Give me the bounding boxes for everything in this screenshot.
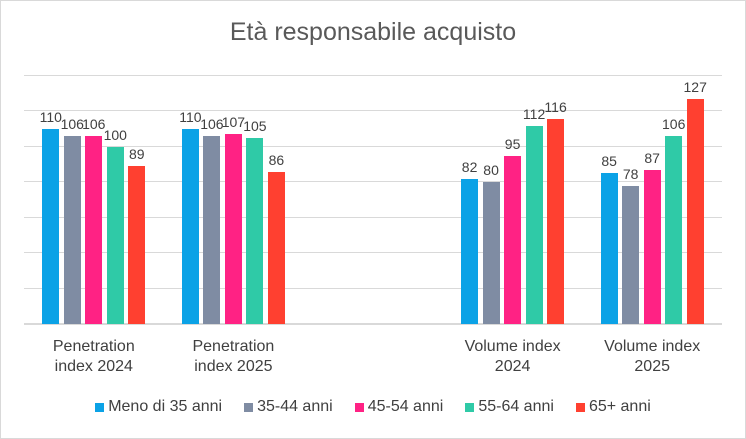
legend-item: 65+ anni bbox=[575, 398, 651, 416]
gridline bbox=[24, 287, 722, 289]
bar bbox=[267, 171, 285, 324]
legend-item: 55-64 anni bbox=[465, 398, 554, 416]
legend-swatch-icon bbox=[575, 402, 585, 412]
bar bbox=[547, 118, 565, 324]
legend-swatch-icon bbox=[354, 402, 364, 412]
legend-label: 35-44 anni bbox=[257, 398, 333, 415]
data-label: 100 bbox=[103, 126, 127, 143]
data-label: 87 bbox=[644, 149, 660, 166]
bar bbox=[665, 136, 683, 324]
data-label: 105 bbox=[243, 118, 267, 134]
data-label: 106 bbox=[662, 116, 686, 133]
legend-item: Meno di 35 anni bbox=[95, 398, 222, 416]
gridline bbox=[24, 216, 722, 218]
legend-label: 45-54 anni bbox=[367, 398, 444, 415]
gridline bbox=[24, 181, 722, 183]
legend-swatch-icon bbox=[95, 402, 105, 412]
legend-label: 65+ anni bbox=[588, 398, 651, 415]
bar bbox=[42, 129, 60, 324]
plot-area: 110 106 106 100 89 110 106 107 105 86 82 80 95 112 116… bbox=[24, 75, 722, 325]
data-label: 106 bbox=[200, 116, 224, 133]
bar bbox=[525, 125, 543, 324]
bar bbox=[246, 138, 264, 324]
bar bbox=[504, 155, 522, 324]
legend-swatch-icon bbox=[465, 402, 475, 412]
data-label: 127 bbox=[683, 79, 707, 96]
data-label: 110 bbox=[39, 109, 62, 126]
bar bbox=[85, 136, 103, 324]
bar bbox=[482, 182, 500, 324]
data-label: 116 bbox=[544, 98, 567, 115]
legend-item: 45-54 anni bbox=[354, 398, 444, 416]
bar bbox=[181, 129, 199, 324]
gridline bbox=[24, 252, 722, 254]
data-label: 106 bbox=[82, 116, 106, 133]
category-label: Penetration index 2024 bbox=[52, 338, 135, 375]
data-label: 106 bbox=[60, 116, 84, 133]
data-label: 80 bbox=[483, 162, 499, 179]
legend-swatch-icon bbox=[244, 402, 254, 412]
gridline bbox=[24, 110, 722, 112]
data-label: 82 bbox=[461, 158, 478, 175]
data-label: 95 bbox=[504, 135, 521, 152]
bar bbox=[106, 146, 124, 324]
data-label: 86 bbox=[268, 151, 285, 168]
bar bbox=[643, 169, 661, 324]
category-label: Volume index 2025 bbox=[604, 338, 701, 375]
data-label: 110 bbox=[179, 109, 202, 126]
bar bbox=[600, 173, 618, 324]
data-label: 112 bbox=[522, 105, 546, 122]
chart-title: Età responsabile acquisto bbox=[229, 18, 517, 46]
data-label: 89 bbox=[129, 146, 145, 163]
bar bbox=[224, 134, 242, 324]
bar bbox=[203, 136, 221, 324]
category-label: Penetration index 2025 bbox=[192, 338, 275, 375]
data-label: 107 bbox=[221, 114, 246, 131]
data-label: 78 bbox=[622, 165, 639, 182]
x-axis-line bbox=[24, 323, 722, 325]
legend-label: Meno di 35 anni bbox=[108, 398, 223, 415]
bar bbox=[686, 99, 704, 324]
bar bbox=[128, 166, 146, 324]
legend-item: 35-44 anni bbox=[244, 398, 333, 416]
category-label: Volume index 2024 bbox=[464, 338, 561, 375]
legend-label: 55-64 anni bbox=[478, 398, 554, 415]
gridline bbox=[24, 75, 722, 76]
gridline bbox=[24, 145, 722, 147]
data-label: 85 bbox=[601, 153, 617, 170]
bar bbox=[622, 185, 640, 324]
bar bbox=[461, 178, 479, 324]
bar bbox=[63, 136, 81, 324]
legend: Meno di 35 anni 35-44 anni 45-54 anni 55-64… bbox=[0, 398, 746, 416]
